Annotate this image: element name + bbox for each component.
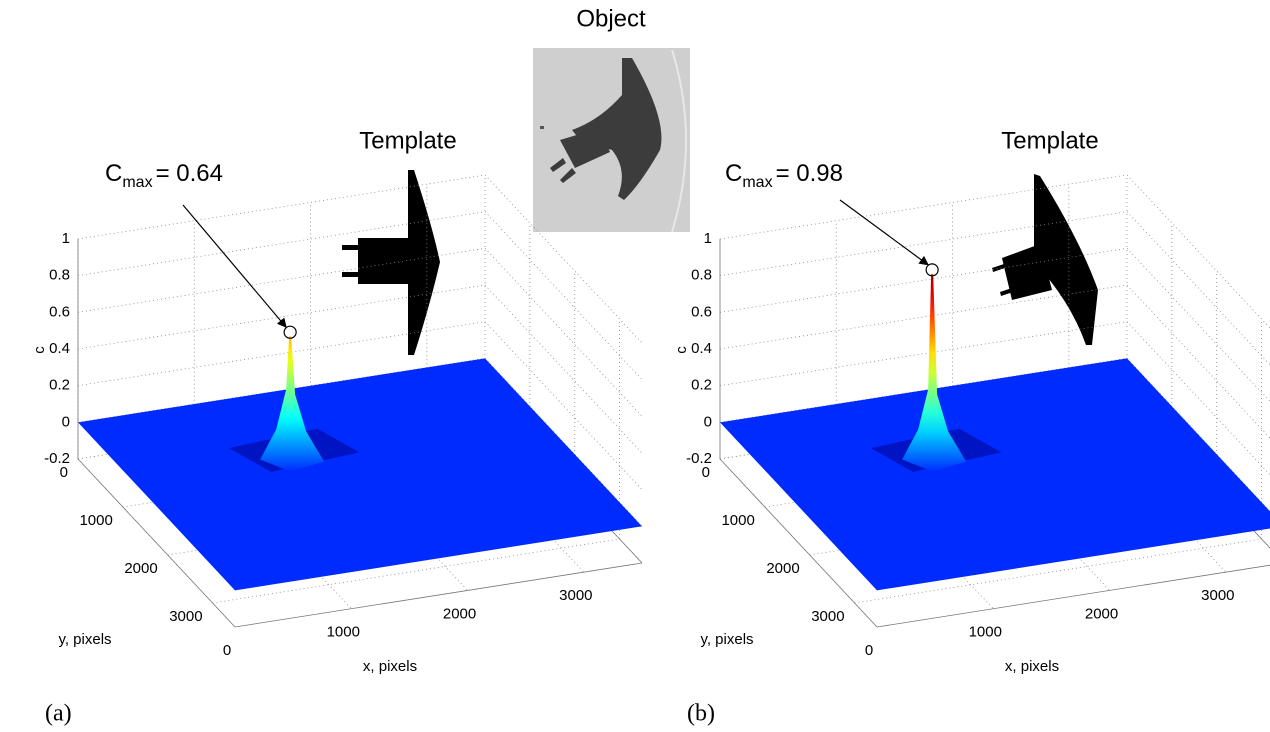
z-tick-label: 1: [62, 230, 70, 247]
annotation-text: Cmax = 0.64: [105, 160, 223, 191]
grid-line: [77, 284, 486, 350]
grid-line: [484, 211, 643, 380]
x-tick-label: 0: [223, 642, 231, 659]
grid-line: [1126, 211, 1270, 366]
axis-line: [234, 562, 643, 628]
axis-line: [719, 458, 878, 628]
annotation-symbol: C: [105, 160, 122, 187]
annotation-text: Cmax = 0.98: [725, 160, 843, 191]
y-tick-label: 0: [702, 464, 710, 481]
y-tick-label: 1000: [79, 512, 112, 529]
object-title: Object: [576, 5, 646, 32]
y-tick-label: 2000: [766, 560, 799, 577]
peak-surface: [260, 336, 325, 472]
object-photo: [533, 48, 690, 233]
template-a: [342, 170, 440, 355]
y-tick-label: 2000: [124, 560, 157, 577]
z-tick-label: -0.2: [686, 450, 712, 467]
z-tick-label: 0.8: [49, 267, 70, 284]
z-tick-label: 0: [704, 413, 712, 430]
annotation-label: = 0.98: [776, 160, 843, 187]
grid-line: [719, 284, 1128, 350]
z-tick-label: 0.8: [691, 267, 712, 284]
y-tick-label: 1000: [721, 512, 754, 529]
annotation-symbol: C: [725, 160, 742, 187]
z-axis-label: c: [673, 346, 690, 354]
grid-line: [77, 321, 486, 387]
grid-line: [719, 211, 1128, 277]
grid-line: [719, 321, 1128, 387]
surface-chart: Cmax = 0.98-0.200.20.40.60.81010002000300…: [673, 127, 1270, 727]
z-tick-label: 0.6: [691, 303, 712, 320]
peak-surface: [902, 273, 967, 472]
x-tick-label: 0: [865, 642, 873, 659]
grid-line: [77, 211, 486, 277]
z-tick-label: 0.4: [691, 340, 712, 357]
x-tick-label: 2000: [1085, 605, 1118, 622]
grid-line: [1126, 174, 1270, 329]
annotation-arrow: [839, 199, 929, 266]
x-tick-label: 1000: [969, 624, 1002, 641]
x-axis-label: x, pixels: [1005, 658, 1059, 675]
grid-line: [212, 538, 620, 604]
charts: Cmax = 0.64-0.200.20.40.60.81010002000300…: [31, 127, 1270, 727]
peak-marker: [283, 325, 297, 339]
z-tick-label: 1: [704, 230, 712, 247]
grid-line: [77, 174, 486, 240]
annotation-label: = 0.64: [156, 160, 223, 187]
y-axis-label: y, pixels: [58, 631, 111, 648]
y-tick-label: 3000: [811, 608, 844, 625]
surface-plane: [78, 358, 642, 591]
z-tick-label: 0.2: [49, 377, 70, 394]
x-axis-label: x, pixels: [363, 658, 417, 675]
z-tick-label: -0.2: [44, 450, 70, 467]
annotation-subscript: max: [742, 174, 772, 191]
peak-marker: [925, 263, 939, 277]
grid-line: [854, 538, 1262, 604]
z-axis-label: c: [31, 346, 48, 354]
annotation-subscript: max: [122, 174, 152, 191]
inset-title: Template: [359, 127, 456, 154]
inset-title: Template: [1001, 127, 1098, 154]
surface-chart: Cmax = 0.64-0.200.20.40.60.81010002000300…: [31, 127, 643, 727]
grid-line: [719, 174, 1128, 240]
x-tick-label: 3000: [1201, 587, 1234, 604]
panel-label: (a): [45, 701, 72, 727]
y-tick-label: 0: [60, 464, 68, 481]
grid-line: [77, 247, 486, 313]
x-tick-label: 3000: [559, 587, 592, 604]
z-tick-label: 0.4: [49, 340, 70, 357]
y-tick-label: 3000: [169, 608, 202, 625]
axis-line: [876, 564, 1270, 628]
x-tick-label: 2000: [443, 605, 476, 622]
z-tick-label: 0: [62, 413, 70, 430]
panel-label: (b): [687, 701, 715, 727]
annotation-arrow: [182, 204, 287, 328]
y-axis-label: y, pixels: [700, 631, 753, 648]
grid-line: [719, 247, 1128, 313]
surface-plane: [720, 358, 1270, 591]
x-tick-label: 1000: [327, 624, 360, 641]
z-tick-label: 0.2: [691, 377, 712, 394]
template-b: [992, 174, 1098, 345]
axis-line: [77, 458, 236, 628]
z-tick-label: 0.6: [49, 303, 70, 320]
